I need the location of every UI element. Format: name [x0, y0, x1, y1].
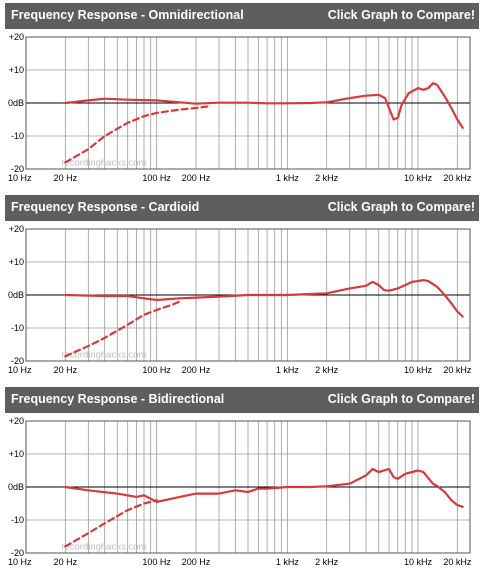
panel-header: Frequency Response - Cardioid Click Grap…: [5, 195, 479, 221]
compare-link[interactable]: Click Graph to Compare!: [327, 392, 475, 406]
x-tick-label: 2 kHz: [315, 365, 339, 375]
y-tick-label: -20: [11, 548, 24, 558]
compare-link[interactable]: Click Graph to Compare!: [327, 8, 475, 22]
x-tick-label: 2 kHz: [315, 173, 339, 183]
frequency-graph[interactable]: recordinghacks.com +20 +10 0dB -10 -20 10 Hz 20…: [5, 221, 479, 379]
plot-frame: [25, 36, 471, 170]
x-tick-label: 1 kHz: [276, 557, 300, 567]
compare-link[interactable]: Click Graph to Compare!: [327, 200, 475, 214]
y-tick-label: +20: [9, 416, 24, 426]
chart-title: Frequency Response - Omnidirectional: [11, 8, 244, 22]
x-tick-label: 10 Hz: [8, 365, 32, 375]
x-tick-label: 100 Hz: [142, 365, 171, 375]
y-tick-label: 0dB: [8, 290, 24, 300]
x-tick-label: 20 kHz: [443, 365, 472, 375]
watermark: recordinghacks.com: [61, 157, 146, 168]
x-tick-label: 100 Hz: [142, 173, 171, 183]
chart-title: Frequency Response - Cardioid: [11, 200, 200, 214]
y-tick-label: +20: [9, 224, 24, 234]
panel-bidirectional[interactable]: Frequency Response - Bidirectional Click…: [5, 387, 479, 571]
x-tick-label: 10 kHz: [404, 173, 433, 183]
x-tick-label: 10 kHz: [404, 557, 433, 567]
x-tick-label: 2 kHz: [315, 557, 339, 567]
x-tick-label: 20 Hz: [54, 557, 78, 567]
x-tick-label: 10 Hz: [8, 557, 32, 567]
x-tick-label: 200 Hz: [182, 557, 211, 567]
y-tick-label: +10: [9, 65, 24, 75]
plot-frame: [25, 228, 471, 362]
x-tick-label: 10 kHz: [404, 365, 433, 375]
y-tick-label: 0dB: [8, 482, 24, 492]
plot-frame: [25, 420, 471, 554]
y-tick-label: -10: [11, 323, 24, 333]
proximity-curve-dashed: [64, 105, 210, 164]
chart-title: Frequency Response - Bidirectional: [11, 392, 225, 406]
proximity-curve-dashed: [64, 300, 181, 358]
panel-omnidirectional[interactable]: Frequency Response - Omnidirectional Cli…: [5, 3, 479, 187]
proximity-curve-dashed: [64, 499, 158, 548]
x-tick-label: 20 Hz: [54, 365, 78, 375]
x-tick-label: 1 kHz: [276, 365, 300, 375]
y-tick-label: +10: [9, 257, 24, 267]
x-tick-label: 100 Hz: [142, 557, 171, 567]
watermark: recordinghacks.com: [61, 349, 146, 360]
x-tick-label: 20 kHz: [443, 557, 472, 567]
grid: [25, 228, 471, 362]
frequency-response-curve: [64, 279, 464, 318]
frequency-response-curve: [64, 82, 464, 129]
y-tick-label: 0dB: [8, 98, 24, 108]
x-tick-label: 200 Hz: [182, 173, 211, 183]
x-tick-label: 20 Hz: [54, 173, 78, 183]
watermark: recordinghacks.com: [61, 541, 146, 552]
y-tick-label: -20: [11, 164, 24, 174]
y-tick-label: -20: [11, 356, 24, 366]
panel-header: Frequency Response - Bidirectional Click…: [5, 387, 479, 413]
x-tick-label: 1 kHz: [276, 173, 300, 183]
x-tick-label: 20 kHz: [443, 173, 472, 183]
frequency-graph[interactable]: recordinghacks.com +20 +10 0dB -10 -20 10 Hz 20…: [5, 413, 479, 571]
x-tick-label: 10 Hz: [8, 173, 32, 183]
frequency-response-curve: [64, 467, 464, 508]
panel-header: Frequency Response - Omnidirectional Cli…: [5, 3, 479, 29]
y-tick-label: -10: [11, 515, 24, 525]
y-tick-label: +10: [9, 449, 24, 459]
y-tick-label: -10: [11, 131, 24, 141]
panel-cardioid[interactable]: Frequency Response - Cardioid Click Grap…: [5, 195, 479, 379]
x-tick-label: 200 Hz: [182, 365, 211, 375]
y-tick-label: +20: [9, 32, 24, 42]
grid: [25, 420, 471, 554]
frequency-graph[interactable]: recordinghacks.com +20 +10 0dB -10 -20 10 Hz 20…: [5, 29, 479, 187]
